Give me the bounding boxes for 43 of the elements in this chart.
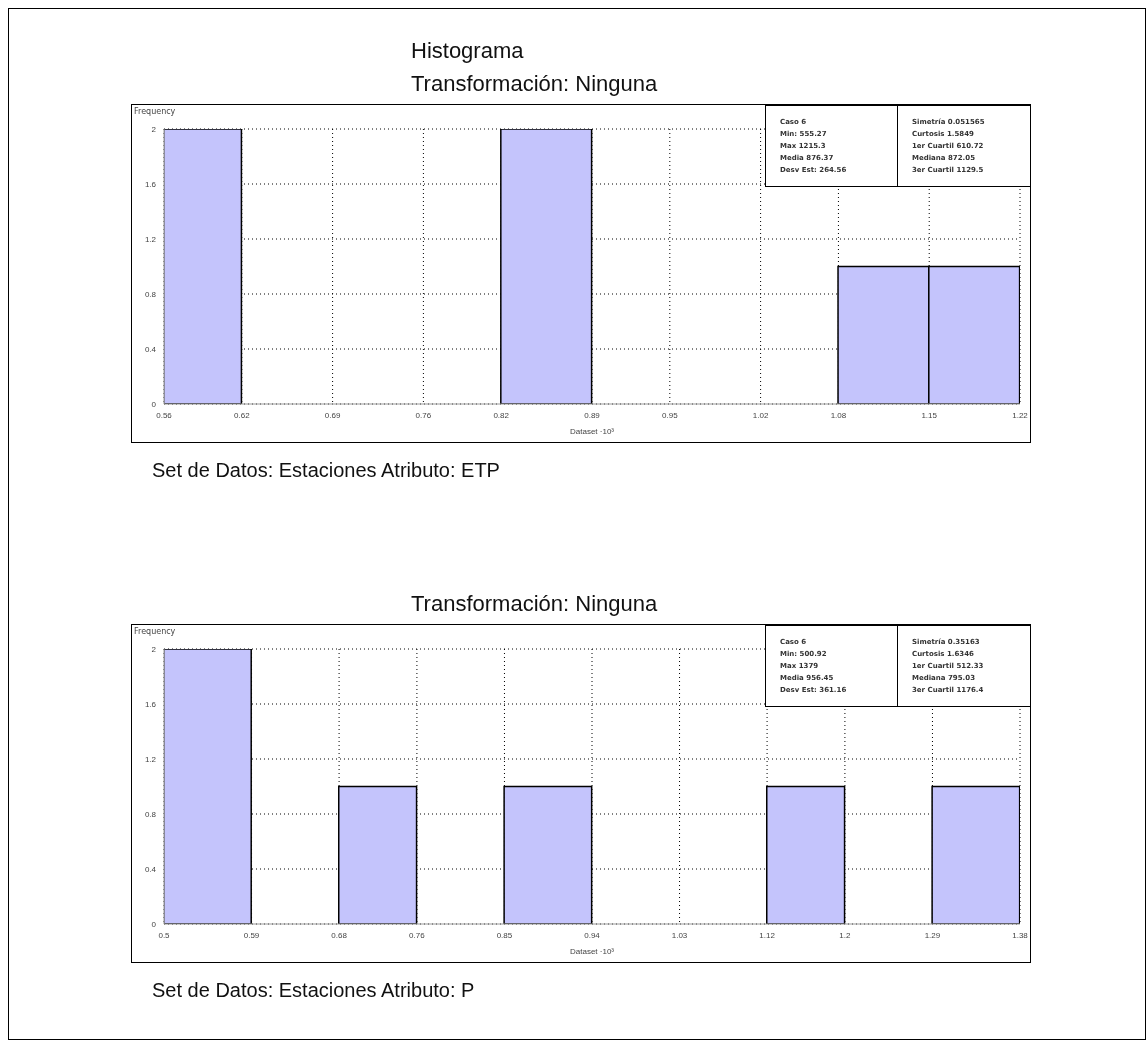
x-tick-label: 0.5 <box>158 930 171 940</box>
y-tick-label: 1.6 <box>144 699 157 709</box>
x-tick-label: 0.62 <box>234 410 251 420</box>
x-tick-label: 0.59 <box>243 930 260 940</box>
x-axis-title: Dataset ·10³ <box>569 947 615 956</box>
x-tick-label: 0.56 <box>156 410 173 420</box>
y-tick-label: 0.8 <box>144 289 157 299</box>
x-tick-label: 1.29 <box>924 930 941 940</box>
y-axis-title: Frequency <box>134 107 176 116</box>
x-tick-label: 0.76 <box>415 410 432 420</box>
y-tick-label: 1.2 <box>144 234 157 244</box>
x-tick-label: 1.15 <box>921 410 938 420</box>
x-tick-label: 1.38 <box>1012 930 1029 940</box>
x-tick-label: 1.08 <box>830 410 847 420</box>
x-tick-label: 0.89 <box>584 410 601 420</box>
text: Set de Datos: Estaciones Atributo: ETP <box>152 459 500 482</box>
x-tick-label: 1.12 <box>759 930 776 940</box>
x-tick-label: 0.94 <box>584 930 601 940</box>
x-tick-label: 1.03 <box>671 930 688 940</box>
x-tick-label: 1.22 <box>1012 410 1029 420</box>
chart-title: Histograma <box>411 37 525 65</box>
y-tick-label: 2 <box>151 644 157 654</box>
x-tick-label: 0.69 <box>324 410 341 420</box>
x-tick-label: 0.82 <box>493 410 510 420</box>
x-tick-label: 1.2 <box>839 930 852 940</box>
x-tick-label: 0.85 <box>496 930 513 940</box>
text: Set de Datos: Estaciones Atributo: P <box>152 979 475 1002</box>
y-tick-label: 0.4 <box>144 344 157 354</box>
y-axis-title: Frequency <box>134 627 176 636</box>
x-tick-label: 0.95 <box>662 410 679 420</box>
y-tick-label: 0.4 <box>144 864 157 874</box>
x-axis-title: Dataset ·10³ <box>569 427 615 436</box>
y-tick-label: 0 <box>151 919 157 929</box>
chart-subtitle: Transformación: Ninguna <box>411 70 658 98</box>
y-tick-label: 1.2 <box>144 754 157 764</box>
y-tick-label: 2 <box>151 124 157 134</box>
chart-title: Transformación: Ninguna <box>411 590 658 618</box>
y-tick-label: 1.6 <box>144 179 157 189</box>
y-tick-label: 0 <box>151 399 157 409</box>
x-tick-label: 0.76 <box>409 930 426 940</box>
x-tick-label: 0.68 <box>331 930 348 940</box>
x-tick-label: 1.02 <box>752 410 769 420</box>
y-tick-label: 0.8 <box>144 809 157 819</box>
